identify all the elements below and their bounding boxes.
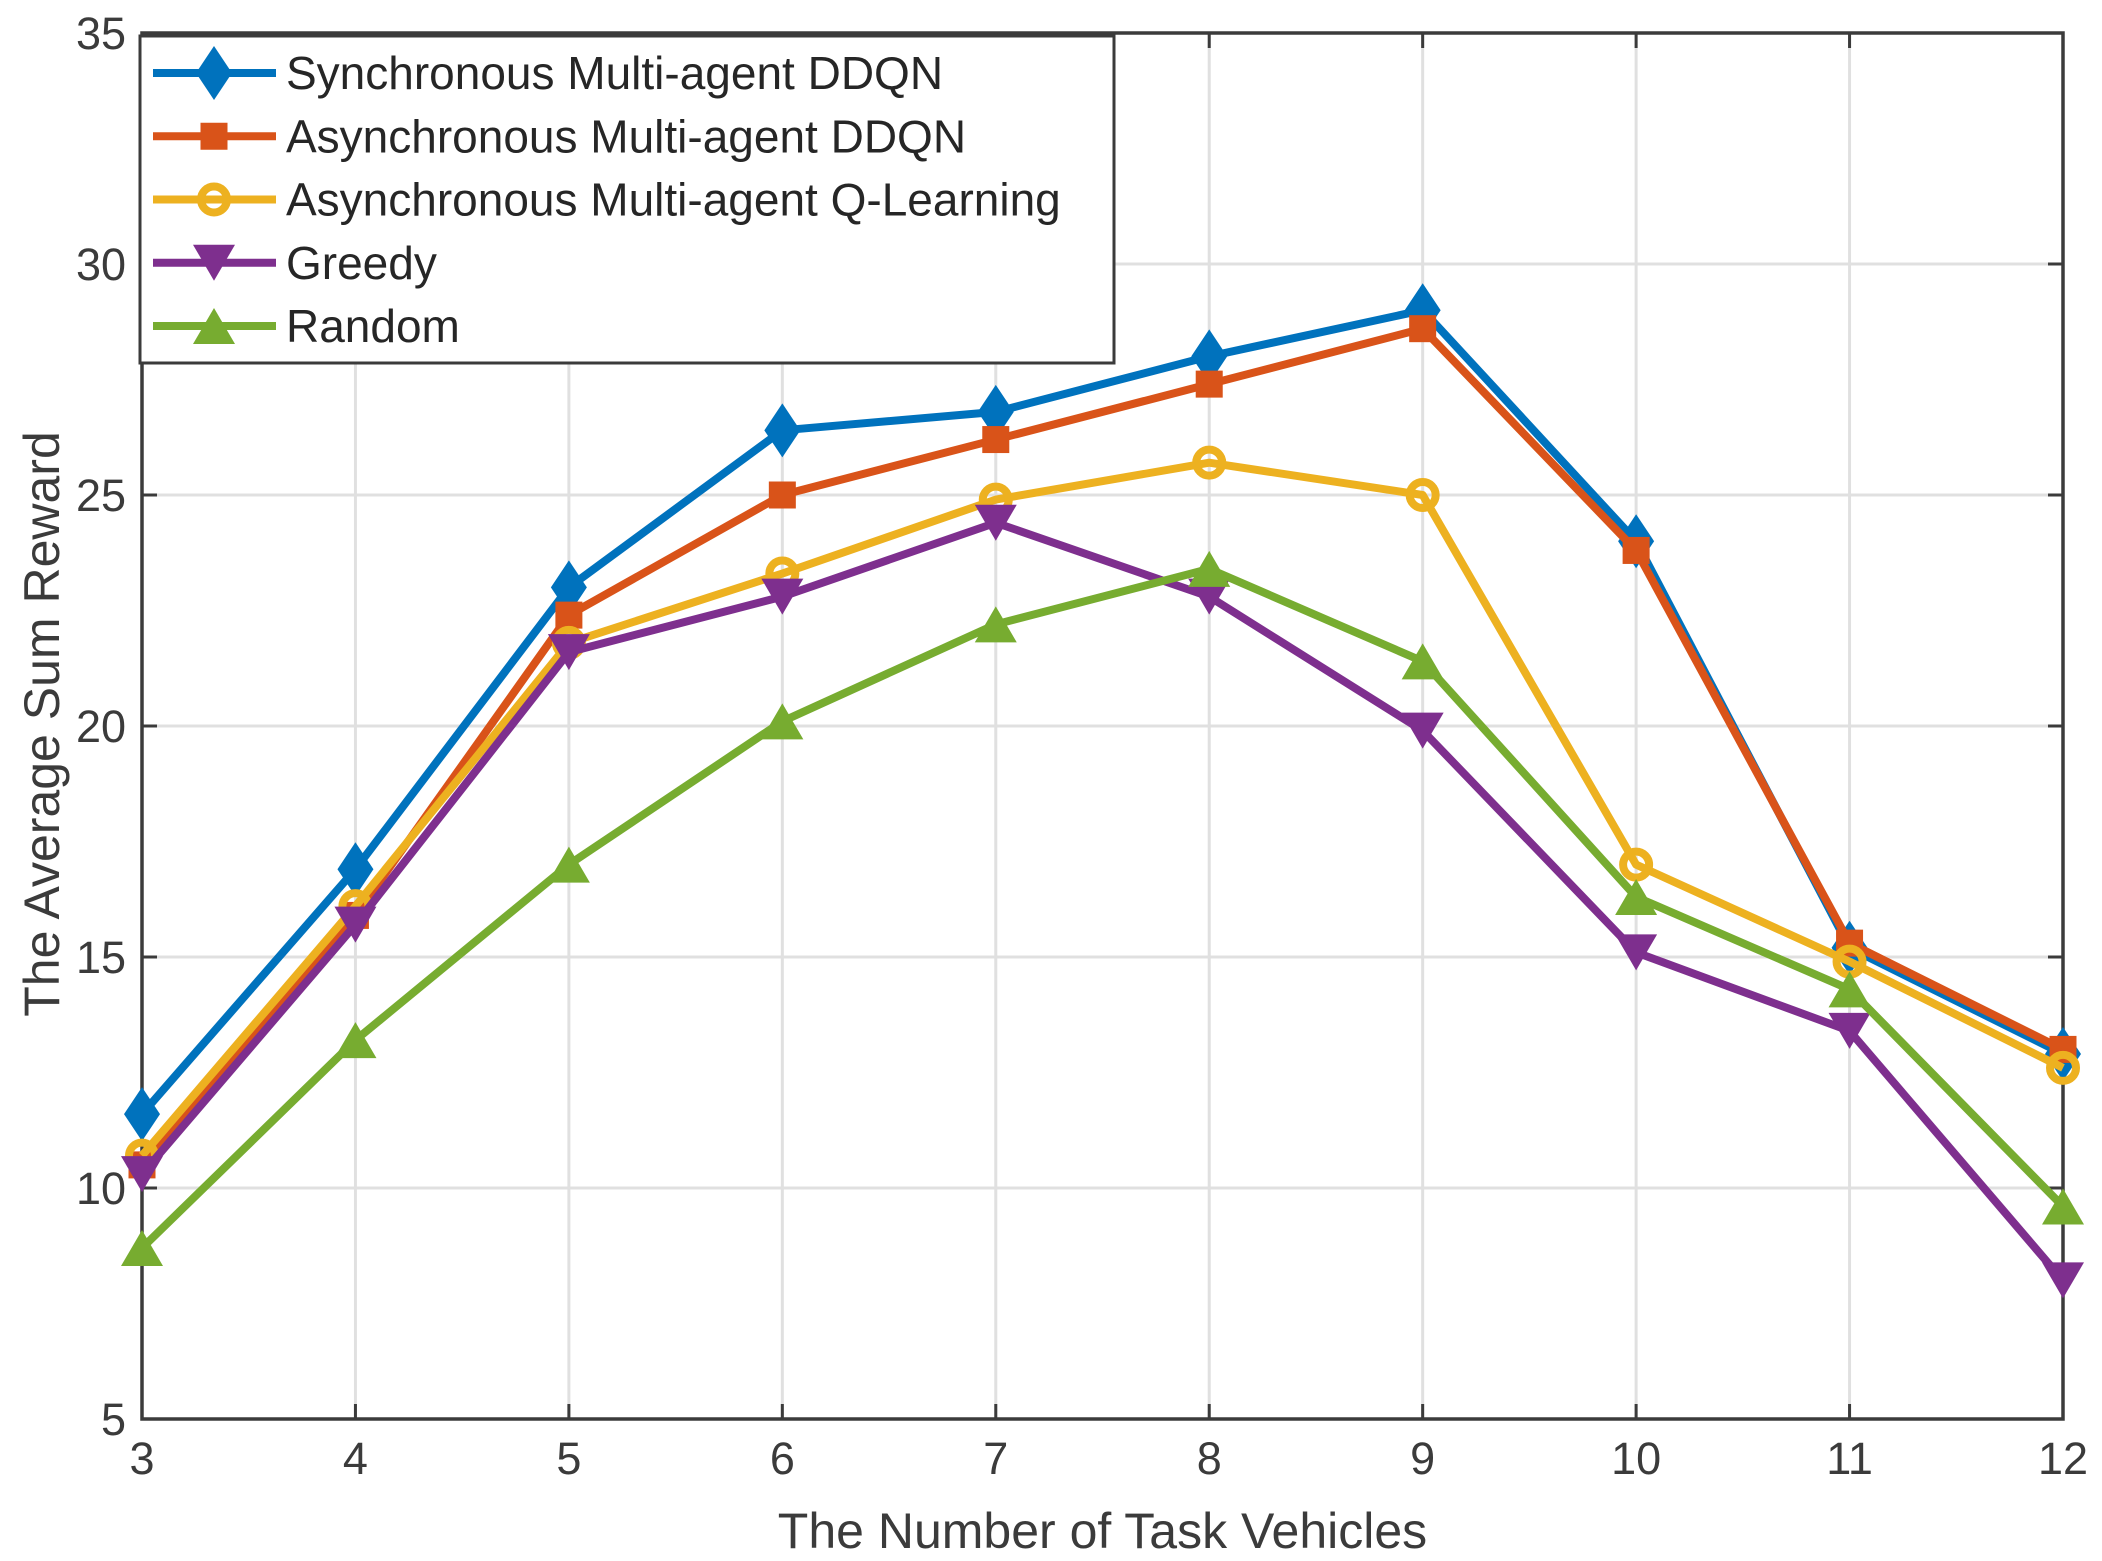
series-line-4 xyxy=(139,564,2066,1251)
series-3-marker xyxy=(2042,1262,2084,1299)
x-tick-label: 4 xyxy=(343,1433,368,1484)
legend-label: Random xyxy=(286,300,460,352)
x-tick-label: 11 xyxy=(1826,1433,1873,1484)
legend-marker-triangle-up xyxy=(193,308,235,344)
series-line-1 xyxy=(138,324,2065,1168)
series-line-2 xyxy=(138,458,2065,1159)
series-0-marker xyxy=(764,403,801,458)
x-axis-label: The Number of Task Vehicles xyxy=(777,1503,1428,1559)
x-tick-label: 7 xyxy=(983,1433,1008,1484)
legend-marker-circle xyxy=(197,182,231,217)
legend-label: Greedy xyxy=(286,237,437,289)
legend-marker-square xyxy=(200,122,228,150)
legend-marker-triangle-down xyxy=(193,244,235,281)
series-1-marker xyxy=(1409,315,1437,343)
series-4-marker xyxy=(1401,643,1444,680)
legend-box xyxy=(138,34,1116,365)
series-2-marker xyxy=(1192,445,1227,480)
series-0-marker xyxy=(337,842,374,897)
x-tick-label: 6 xyxy=(770,1433,795,1484)
y-tick-label: 10 xyxy=(76,1163,126,1214)
y-tick-label: 30 xyxy=(76,239,126,290)
series-1-marker xyxy=(768,481,796,509)
series-3-marker xyxy=(1828,1012,1871,1049)
series-line-0 xyxy=(138,306,2065,1117)
series-1-marker xyxy=(1622,536,1650,564)
series-3-marker xyxy=(1188,578,1231,615)
series-4-marker xyxy=(547,846,590,883)
series-3-marker xyxy=(1401,712,1444,749)
series-4-marker xyxy=(121,1230,163,1267)
series-1-marker xyxy=(555,601,583,629)
series-4-marker xyxy=(974,606,1017,643)
y-tick-label: 5 xyxy=(101,1394,126,1445)
x-tick-label: 8 xyxy=(1197,1433,1222,1484)
series-0-marker xyxy=(977,384,1014,439)
legend-label: Asynchronous Multi-agent Q-Learning xyxy=(286,174,1061,226)
series-4-marker xyxy=(1188,550,1231,587)
series-3-marker xyxy=(334,906,377,943)
series-3-marker xyxy=(1615,934,1658,971)
legend-marker-diamond xyxy=(196,46,232,100)
series-1-marker xyxy=(1195,370,1223,398)
legend-label: Asynchronous Multi-agent DDQN xyxy=(286,110,966,162)
y-tick-label: 20 xyxy=(76,701,126,752)
series-3-marker xyxy=(761,578,804,615)
series-2-marker xyxy=(1619,847,1654,882)
y-tick-label: 35 xyxy=(76,8,126,59)
series-2-marker xyxy=(1405,478,1440,512)
x-tick-label: 9 xyxy=(1410,1433,1435,1484)
series-0-marker xyxy=(550,560,587,615)
series-4-marker xyxy=(1615,878,1658,915)
series-line-3 xyxy=(138,518,2067,1284)
x-tick-label: 10 xyxy=(1611,1433,1661,1484)
y-tick-label: 15 xyxy=(76,932,126,983)
series-2-marker xyxy=(2046,1050,2080,1085)
series-3-marker xyxy=(547,634,590,671)
x-tick-label: 5 xyxy=(556,1433,581,1484)
series-3-marker xyxy=(974,504,1017,541)
series-1-marker xyxy=(982,426,1010,454)
series-4-marker xyxy=(761,703,804,740)
series-0-marker xyxy=(1191,329,1228,384)
y-axis-label: The Average Sum Reward xyxy=(14,431,70,1017)
x-tick-label: 3 xyxy=(129,1433,154,1484)
y-tick-label: 25 xyxy=(76,470,126,521)
x-tick-label: 12 xyxy=(2038,1433,2088,1484)
series-4-marker xyxy=(1828,971,1871,1008)
series-4-marker xyxy=(2042,1188,2084,1225)
series-0-marker xyxy=(124,1087,160,1142)
series-3-marker xyxy=(121,1156,163,1193)
legend-label: Synchronous Multi-agent DDQN xyxy=(286,47,943,99)
series-4-marker xyxy=(334,1022,377,1059)
